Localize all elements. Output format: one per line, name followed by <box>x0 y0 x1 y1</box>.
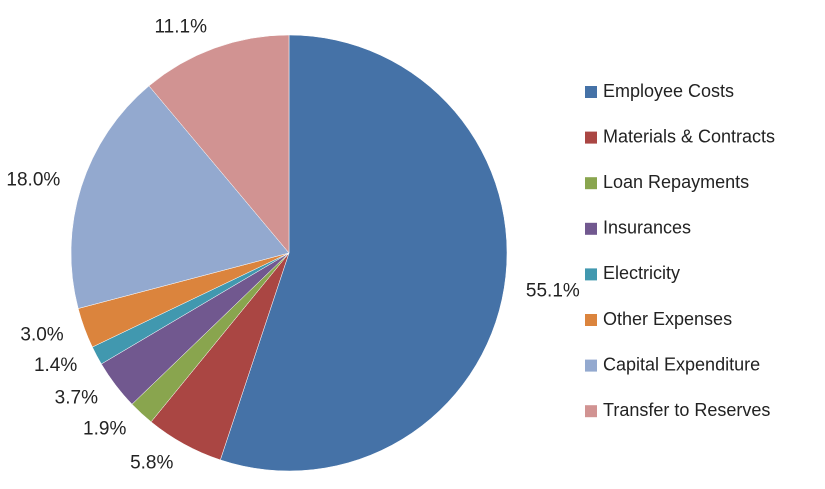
data-label: 1.4% <box>34 355 77 376</box>
legend-label: Insurances <box>603 218 691 238</box>
legend-label: Employee Costs <box>603 81 734 101</box>
legend-swatch <box>585 314 597 326</box>
data-label: 55.1% <box>526 280 580 301</box>
pie-slice <box>220 34 508 472</box>
legend-swatch <box>585 131 597 144</box>
legend-label: Capital Expenditure <box>603 354 760 374</box>
legend-label: Transfer to Reserves <box>603 400 770 420</box>
legend-label: Materials & Contracts <box>603 126 775 146</box>
pie-slice <box>148 34 290 254</box>
data-label: 1.9% <box>83 419 126 440</box>
legend-swatch <box>585 268 597 281</box>
legend-swatch <box>585 359 597 372</box>
legend-label: Other Expenses <box>603 309 732 329</box>
data-label: 3.7% <box>55 387 98 408</box>
data-label: 18.0% <box>6 169 60 190</box>
legend-swatch <box>585 177 597 190</box>
data-label: 5.8% <box>130 452 173 473</box>
legend-label: Electricity <box>603 263 680 283</box>
legend-label: Loan Repayments <box>603 172 749 192</box>
legend-swatch <box>585 405 597 418</box>
legend-swatch <box>585 86 597 98</box>
data-label: 11.1% <box>155 16 208 37</box>
data-label: 3.0% <box>20 325 63 346</box>
pie-slice <box>70 85 290 309</box>
legend-swatch <box>585 222 597 235</box>
